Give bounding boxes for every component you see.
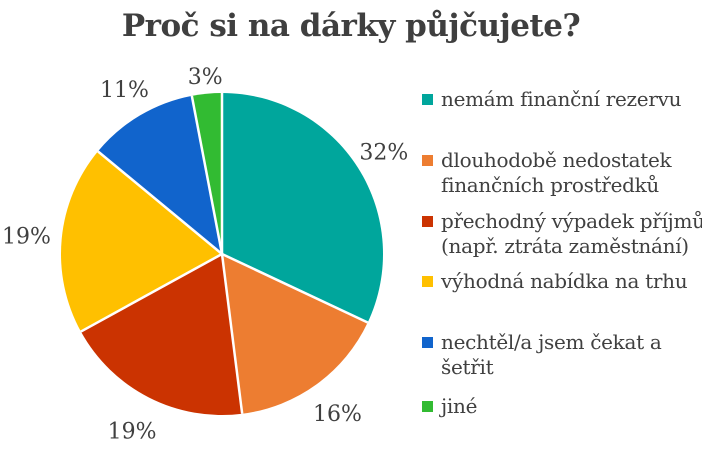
legend-item-label: nemám finanční rezervu: [441, 87, 682, 111]
percent-label: 11%: [100, 78, 149, 103]
legend-color-swatch-icon: [422, 276, 433, 287]
legend-item: nemám finanční rezervu: [422, 87, 700, 112]
legend-item: nechtěl/a jsem čekat a šetřit: [422, 330, 700, 380]
pie-slice-2: [222, 254, 368, 414]
chart-title: Proč si na dárky půjčujete?: [121, 8, 581, 44]
legend-item: výhodná nabídka na trhu: [422, 269, 700, 294]
slice-separator: [221, 252, 369, 324]
legend-color-swatch-icon: [422, 216, 433, 227]
percent-label: 19%: [108, 419, 157, 444]
legend-item: dlouhodobě nedostatek finančních prostře…: [422, 148, 700, 198]
legend-color-swatch-icon: [422, 337, 433, 348]
slice-separator: [80, 252, 223, 333]
pie-slice-3: [80, 254, 243, 416]
pie-slice-5: [97, 95, 222, 254]
slice-separator: [190, 95, 224, 255]
legend-color-swatch-icon: [422, 94, 433, 105]
slice-separator: [97, 150, 223, 255]
legend-item-label: dlouhodobě nedostatek finančních prostře…: [441, 148, 672, 197]
slice-separator: [220, 253, 244, 414]
legend-item-label: nechtěl/a jsem čekat a šetřit: [441, 330, 662, 379]
percent-label: 3%: [188, 65, 223, 90]
legend-item: přechodný výpadek příjmů (např. ztráta z…: [422, 209, 702, 259]
pie-slice-4: [60, 151, 222, 332]
legend-color-swatch-icon: [422, 155, 433, 166]
legend-item-label: jiné: [441, 394, 478, 418]
percent-label: 32%: [359, 140, 408, 165]
legend-item-label: výhodná nabídka na trhu: [441, 269, 688, 293]
pie-slice-1: [222, 93, 384, 323]
percent-label: 16%: [313, 402, 362, 427]
legend-item-label: přechodný výpadek příjmů (např. ztráta z…: [441, 209, 702, 258]
legend-color-swatch-icon: [422, 401, 433, 412]
percent-label: 19%: [2, 225, 51, 250]
legend-item: jiné: [422, 394, 700, 419]
